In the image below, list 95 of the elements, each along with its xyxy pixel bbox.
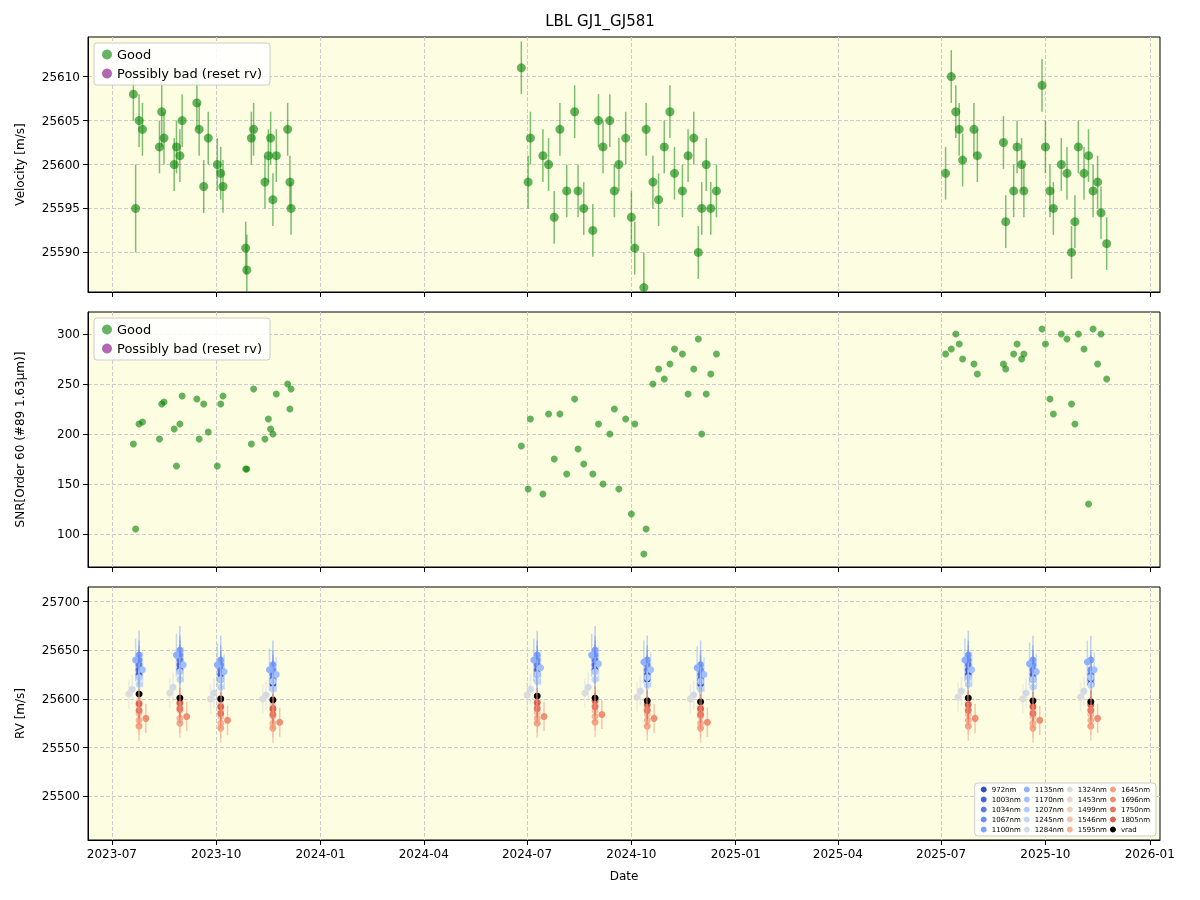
point bbox=[643, 722, 651, 730]
point bbox=[693, 664, 701, 672]
point bbox=[1036, 716, 1044, 724]
point bbox=[1022, 689, 1030, 697]
point bbox=[533, 651, 541, 659]
point bbox=[1083, 658, 1091, 666]
y-tick-label: 25650 bbox=[41, 643, 80, 658]
point bbox=[224, 716, 232, 724]
point bbox=[957, 687, 965, 695]
y-tick-label: 25610 bbox=[41, 69, 80, 84]
point bbox=[647, 666, 655, 674]
point bbox=[643, 681, 651, 689]
y-tick-label: 200 bbox=[57, 427, 80, 441]
point bbox=[213, 661, 221, 669]
point bbox=[172, 651, 180, 659]
point bbox=[591, 712, 599, 720]
point bbox=[636, 687, 644, 695]
point bbox=[697, 685, 705, 693]
point bbox=[259, 695, 267, 703]
x-tick-label: 2023-10 bbox=[191, 847, 242, 861]
point bbox=[217, 683, 225, 691]
point bbox=[142, 714, 150, 722]
chart-title: LBL GJ1_GJ581 bbox=[545, 11, 655, 31]
x-tick-label: 2024-10 bbox=[606, 847, 657, 861]
point bbox=[533, 719, 541, 727]
point bbox=[1077, 693, 1085, 701]
point bbox=[128, 685, 136, 693]
point bbox=[581, 689, 589, 697]
point bbox=[1019, 695, 1027, 703]
legend-label: Good bbox=[117, 47, 152, 62]
x-tick-label: 2023-07 bbox=[86, 847, 137, 861]
y-tick-label: 300 bbox=[57, 327, 80, 341]
point bbox=[584, 683, 592, 691]
point bbox=[176, 675, 184, 683]
legend-label: Good bbox=[117, 322, 152, 337]
x-tick-label: 2024-04 bbox=[398, 847, 449, 861]
point bbox=[169, 683, 177, 691]
point bbox=[526, 685, 534, 693]
point bbox=[166, 689, 174, 697]
point bbox=[964, 651, 972, 659]
point bbox=[207, 695, 215, 703]
point bbox=[591, 718, 599, 726]
y-axis-title: Velocity [m/s] bbox=[13, 123, 27, 206]
point bbox=[591, 675, 599, 683]
x-tick-label: 2024-07 bbox=[501, 847, 553, 861]
point bbox=[269, 724, 277, 732]
y-tick-label: 25590 bbox=[41, 245, 80, 260]
point bbox=[968, 666, 976, 674]
y-tick-label: 25600 bbox=[41, 157, 80, 172]
x-tick-label: 2026-01 bbox=[1124, 847, 1175, 861]
point bbox=[533, 677, 541, 685]
point bbox=[964, 722, 972, 730]
y-tick-label: 25600 bbox=[41, 691, 80, 706]
point bbox=[540, 712, 548, 720]
x-tick-label: 2025-10 bbox=[1020, 847, 1071, 861]
y-axis-title: SNR[Order 60 (#89 1.63μm)] bbox=[13, 351, 27, 528]
y-tick-label: 25595 bbox=[41, 201, 80, 216]
point bbox=[176, 719, 184, 727]
point bbox=[269, 685, 277, 693]
point bbox=[217, 724, 225, 732]
point bbox=[964, 680, 972, 688]
point bbox=[703, 718, 711, 726]
point bbox=[686, 695, 694, 703]
x-tick-label: 2024-01 bbox=[295, 847, 346, 861]
y-tick-label: 100 bbox=[57, 527, 80, 541]
y-tick-label: 25605 bbox=[41, 113, 80, 128]
point bbox=[183, 712, 191, 720]
point bbox=[971, 714, 979, 722]
point bbox=[650, 714, 658, 722]
x-axis-title: Date bbox=[609, 869, 639, 883]
point bbox=[964, 716, 972, 724]
legend-label: Possibly bad (reset rv) bbox=[117, 66, 263, 81]
legend-label: Possibly bad (reset rv) bbox=[117, 341, 263, 356]
x-tick-label: 2025-07 bbox=[915, 847, 967, 861]
x-tick-label: 2025-04 bbox=[812, 847, 863, 861]
point bbox=[135, 680, 143, 688]
y-tick-label: 25550 bbox=[41, 740, 80, 755]
y-tick-label: 250 bbox=[57, 377, 80, 391]
y-axis-title: RV [m/s] bbox=[13, 687, 27, 740]
point bbox=[217, 656, 225, 664]
point bbox=[1087, 722, 1095, 730]
point bbox=[1094, 714, 1102, 722]
y-tick-label: 25500 bbox=[41, 789, 80, 804]
point bbox=[697, 724, 705, 732]
y-tick-label: 25700 bbox=[41, 594, 80, 609]
point bbox=[125, 690, 133, 698]
point bbox=[537, 664, 545, 672]
x-tick-label: 2025-01 bbox=[710, 847, 761, 861]
point bbox=[598, 710, 606, 718]
point bbox=[1029, 683, 1037, 691]
point bbox=[643, 716, 651, 724]
point bbox=[266, 666, 273, 674]
y-tick-label: 150 bbox=[57, 477, 80, 491]
point bbox=[276, 718, 284, 726]
point bbox=[1087, 716, 1095, 724]
